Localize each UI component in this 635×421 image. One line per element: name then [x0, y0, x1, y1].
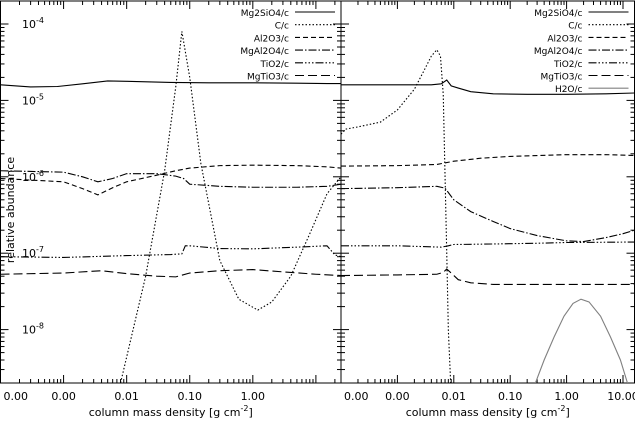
x-tick-label-0-1: 0.00 — [51, 390, 76, 403]
legend-label-0-1: C/c — [275, 22, 289, 32]
legend-1: Mg2SiO4/c C/c Al2O3/c MgAl2O4/c TiO2/c MgTiO3… — [534, 9, 629, 95]
series-line-1-3 — [341, 185, 635, 243]
legend-label-0-2: Al2O3/c — [254, 34, 289, 44]
series-line-1-4 — [341, 241, 635, 248]
series-line-0-0 — [0, 80, 341, 88]
legend-label-0-5: MgTiO3/c — [247, 73, 289, 83]
y-tick-labels: 10-810-710-610-510-4 — [22, 16, 44, 337]
x-tick-label-1-1: 0.00 — [385, 390, 410, 403]
series-line-1-2 — [341, 154, 635, 167]
series-line-1-0 — [341, 79, 635, 95]
y-tick-label-3: 10-5 — [22, 92, 44, 107]
legend-label-1-2: Al2O3/c — [547, 34, 582, 44]
series-group-1 — [341, 48, 635, 383]
legend-label-1-4: TiO2/c — [553, 60, 583, 70]
legend-label-0-3: MgAl2O4/c — [240, 47, 289, 57]
series-line-0-2 — [0, 164, 341, 196]
x-tick-label-0-2: 0.01 — [114, 390, 139, 403]
x-tick-label-1-5: 10.00 — [607, 390, 635, 403]
series-line-0-1 — [120, 31, 341, 383]
legend-label-0-4: TiO2/c — [259, 60, 289, 70]
y-tick-label-1: 10-7 — [22, 245, 44, 260]
legend-label-1-6: H2O/c — [555, 85, 583, 95]
series-line-0-3 — [0, 170, 341, 188]
x-tick-label-1-2: 0.01 — [442, 390, 467, 403]
legend-label-1-1: C/c — [568, 22, 582, 32]
x-tick-label-1-3: 0.10 — [498, 390, 523, 403]
x-axis-label-0: column mass density [g cm-2] — [89, 404, 253, 419]
x-tick-label-0-4: 1.00 — [241, 390, 266, 403]
series-line-1-1 — [341, 48, 452, 383]
x-axis-label-1: column mass density [g cm-2] — [406, 404, 570, 419]
legend-label-1-0: Mg2SiO4/c — [534, 9, 582, 19]
plot-frame-1 — [340, 0, 635, 384]
plot-frame-0 — [0, 0, 342, 384]
panel-right: 0.00 0.00 0.01 0.10 1.00 10.00 column mass den… — [340, 0, 635, 419]
x-tick-label-1-4: 1.00 — [554, 390, 579, 403]
series-line-1-5 — [341, 268, 635, 285]
series-line-0-5 — [0, 269, 341, 278]
y-tick-label-0: 10-8 — [22, 322, 44, 337]
x-tick-label-0-0: 0.00 — [4, 390, 29, 403]
series-group-0 — [0, 31, 341, 383]
x-tick-label-1-0: 0.00 — [344, 390, 369, 403]
series-line-0-4 — [0, 245, 341, 258]
legend-label-0-0: Mg2SiO4/c — [241, 9, 289, 19]
y-tick-label-4: 10-4 — [22, 16, 44, 31]
legend-label-1-3: MgAl2O4/c — [534, 47, 583, 57]
series-line-1-6 — [534, 298, 628, 383]
legend-label-1-5: MgTiO3/c — [541, 73, 583, 83]
legend-0: Mg2SiO4/c C/c Al2O3/c MgAl2O4/c TiO2/c MgTiO3… — [240, 9, 335, 83]
x-tick-label-0-3: 0.10 — [177, 390, 202, 403]
y-axis-label: relative abundance — [4, 157, 17, 263]
